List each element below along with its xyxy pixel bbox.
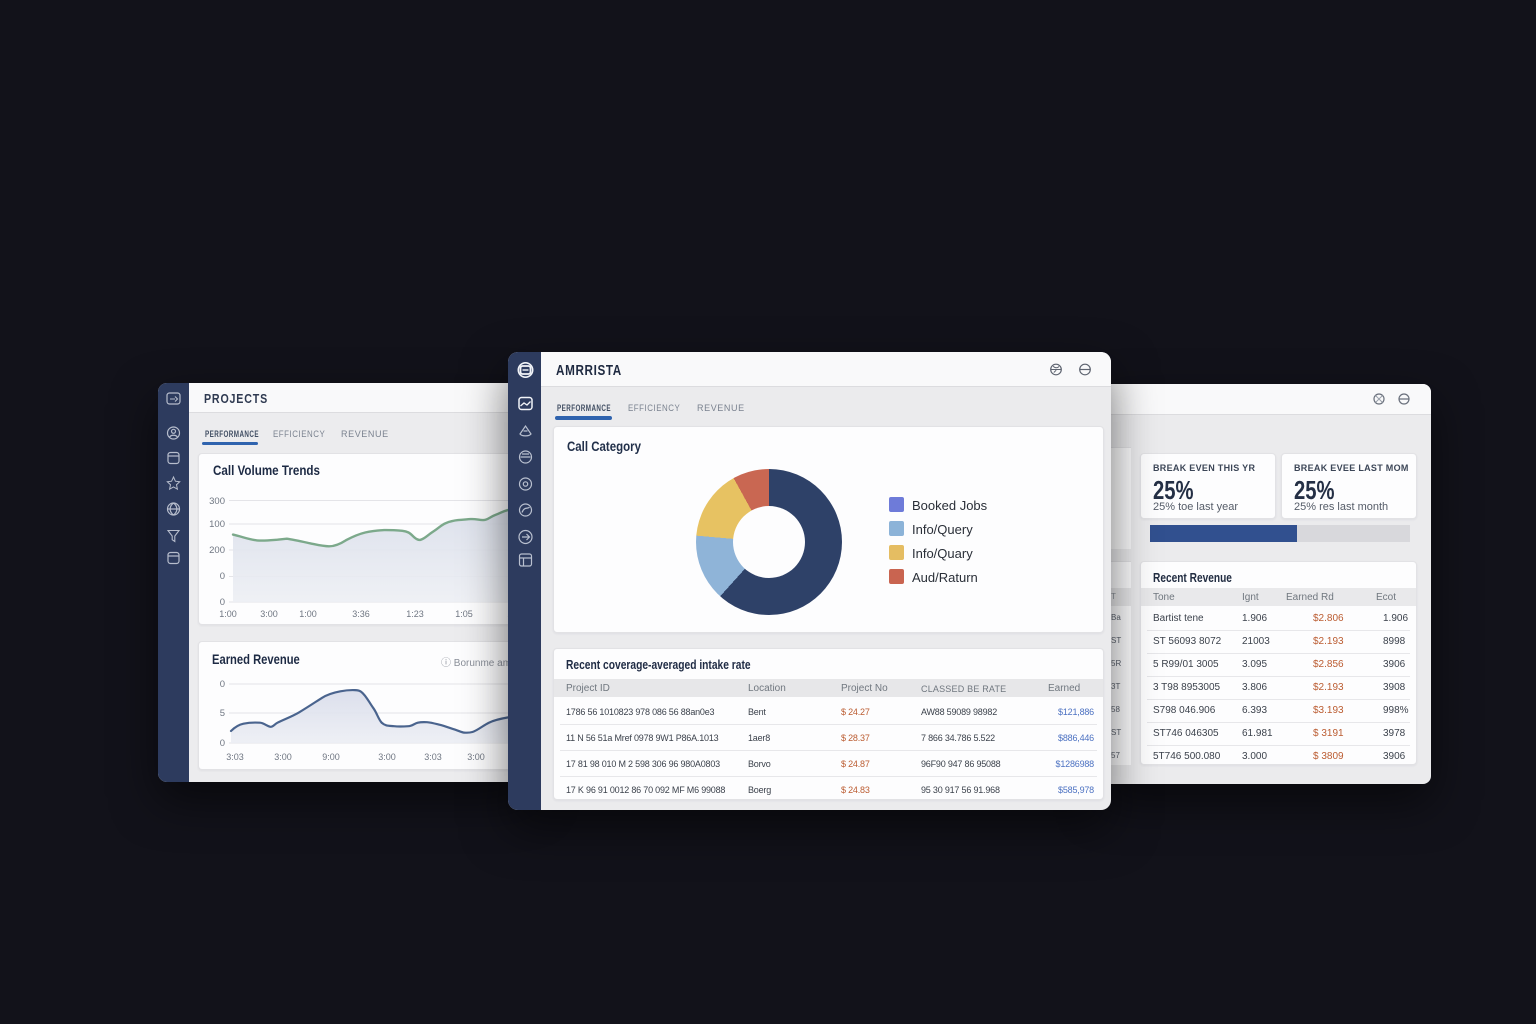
svg-text:5: 5 [220,708,225,719]
svg-text:3:00: 3:00 [378,752,396,762]
svg-text:3:00: 3:00 [467,752,485,762]
svg-text:0: 0 [220,597,225,608]
svg-text:1:05: 1:05 [455,609,473,619]
svg-text:3:36: 3:36 [352,609,370,619]
svg-text:1:00: 1:00 [219,609,237,619]
svg-text:200: 200 [209,545,225,556]
svg-text:0: 0 [220,571,225,582]
svg-text:3:00: 3:00 [260,609,278,619]
svg-text:1:23: 1:23 [406,609,424,619]
svg-text:1:00: 1:00 [299,609,317,619]
svg-text:0: 0 [220,679,225,690]
svg-text:9:00: 9:00 [322,752,340,762]
svg-text:100: 100 [209,519,225,530]
svg-text:300: 300 [209,496,225,507]
svg-text:3:00: 3:00 [274,752,292,762]
svg-text:3:03: 3:03 [226,752,244,762]
svg-text:3:03: 3:03 [424,752,442,762]
svg-text:0: 0 [220,738,225,749]
